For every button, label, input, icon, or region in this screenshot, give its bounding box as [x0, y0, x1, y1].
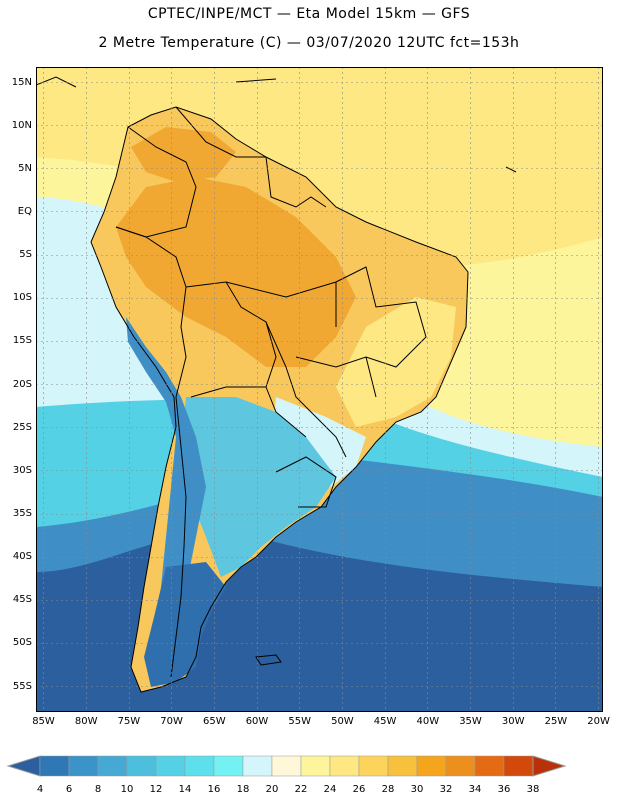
- lat-label: 15S: [12, 335, 32, 347]
- colorbar-label: 26: [352, 784, 366, 795]
- colorbar-label: 32: [439, 784, 453, 795]
- border-uruguay: [275, 456, 337, 508]
- colorbar-label: 12: [149, 784, 163, 795]
- border-argentina-chile: [170, 396, 187, 678]
- colorbar-arrow-high: [532, 755, 567, 777]
- colorbar-label: 34: [468, 784, 482, 795]
- border-venezuela: [175, 106, 266, 158]
- lat-label: 45S: [12, 594, 32, 606]
- falkland-islands: [255, 654, 282, 666]
- lon-label: 70W: [160, 716, 183, 727]
- colorbar-swatch: [300, 755, 331, 777]
- lon-label: 35W: [459, 716, 482, 727]
- colorbar-swatch: [97, 755, 128, 777]
- colorbar-label: 14: [178, 784, 192, 795]
- border-brazil-south: [265, 321, 347, 458]
- colorbar-swatch: [416, 755, 447, 777]
- colorbar-swatch: [474, 755, 505, 777]
- colorbar-swatch: [242, 755, 273, 777]
- colorbar-swatch: [39, 755, 70, 777]
- colorbar-label: 22: [294, 784, 308, 795]
- colorbar-swatch: [184, 755, 215, 777]
- colorbar-label: 16: [207, 784, 221, 795]
- colorbar-swatch: [445, 755, 476, 777]
- lon-label: 50W: [331, 716, 354, 727]
- colorbar-label: 18: [236, 784, 250, 795]
- colorbar-label: 6: [65, 784, 73, 795]
- lon-label: 25W: [544, 716, 568, 727]
- colorbar-label: 30: [410, 784, 424, 795]
- colorbar-swatch: [387, 755, 418, 777]
- lon-label: 45W: [373, 716, 397, 727]
- colorbar-swatch: [213, 755, 244, 777]
- colorbar-swatch: [68, 755, 99, 777]
- colorbar-label: 28: [381, 784, 395, 795]
- colorbar-swatch: [126, 755, 157, 777]
- lat-label: 55S: [12, 680, 32, 692]
- colorbar-label: 38: [526, 784, 540, 795]
- border-bolivia: [185, 281, 277, 398]
- colorbar-label: 36: [497, 784, 511, 795]
- colorbar-swatch: [271, 755, 302, 777]
- lon-label: 65W: [202, 716, 226, 727]
- chart-title-line1: CPTEC/INPE/MCT — Eta Model 15km — GFS: [147, 6, 471, 22]
- lon-label: 75W: [117, 716, 141, 727]
- lat-label: 20S: [12, 378, 32, 390]
- colorbar-swatch: [358, 755, 389, 777]
- lon-label: 20W: [587, 716, 610, 727]
- lon-label: 85W: [32, 716, 55, 727]
- lat-label: 10N: [11, 119, 32, 131]
- colorbar-label: 24: [323, 784, 337, 795]
- lat-label: 25S: [12, 421, 32, 433]
- lat-label: 30S: [12, 464, 32, 476]
- lat-label: 15N: [11, 76, 32, 88]
- brazil-states: [225, 266, 427, 398]
- lon-label: 30W: [501, 716, 525, 727]
- lat-label: 50S: [12, 637, 32, 649]
- colorbar: [6, 755, 567, 777]
- border-guianas: [265, 156, 327, 208]
- lon-label: 40W: [416, 716, 440, 727]
- colorbar-label: 10: [120, 784, 134, 795]
- lat-label: 10S: [12, 292, 32, 304]
- colorbar-label: 4: [36, 784, 44, 795]
- lon-label: 60W: [245, 716, 269, 727]
- colorbar-swatch: [503, 755, 534, 777]
- lon-label: 80W: [74, 716, 98, 727]
- chart-title-line2: 2 Metre Temperature (C) — 03/07/2020 12U…: [98, 35, 520, 51]
- border-paraguay: [265, 386, 307, 438]
- colorbar-label: 8: [94, 784, 102, 795]
- colorbar-arrow-low: [6, 755, 41, 777]
- northeast-mild-zone: [336, 297, 456, 427]
- lat-label: 5S: [19, 249, 32, 261]
- pampa-zone: [181, 397, 336, 577]
- colorbar-swatch: [155, 755, 186, 777]
- temperature-map: [36, 67, 603, 712]
- lat-label: 5N: [18, 162, 32, 174]
- lon-label: 55W: [288, 716, 311, 727]
- map-frame: [36, 67, 603, 712]
- lat-label: 35S: [12, 508, 32, 519]
- amazon-hot-zone: [116, 177, 356, 367]
- colorbar-label: 20: [265, 784, 279, 795]
- lat-label: EQ: [17, 205, 32, 217]
- lat-label: 40S: [12, 551, 32, 563]
- patagonia-zone: [144, 562, 226, 687]
- colorbar-swatch: [329, 755, 360, 777]
